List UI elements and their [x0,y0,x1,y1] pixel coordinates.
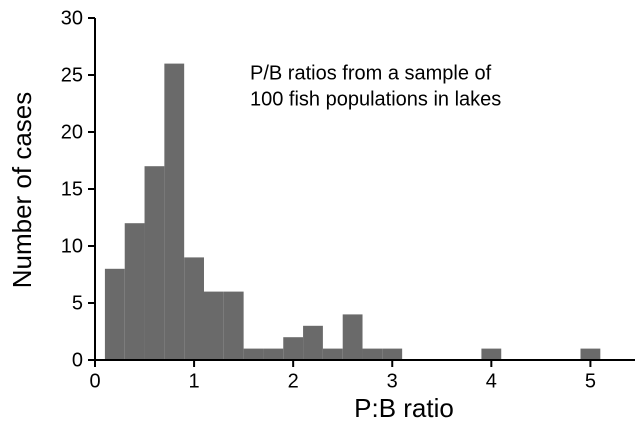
bar [223,291,244,360]
bar [362,348,383,360]
bar [144,166,165,360]
y-tick-label: 20 [61,121,83,143]
bar [322,348,343,360]
y-tick-label: 0 [72,349,83,371]
annotation: 100 fish populations in lakes [250,88,501,110]
y-tick-label: 10 [61,235,83,257]
bar [104,268,125,360]
bar [481,348,502,360]
x-tick-label: 5 [585,370,596,392]
y-tick-label: 30 [61,7,83,29]
y-tick-label: 25 [61,64,83,86]
x-tick-label: 2 [288,370,299,392]
y-axis-label: Number of cases [7,92,37,289]
x-axis-label: P:B ratio [354,393,454,423]
bar [382,348,403,360]
x-tick-label: 1 [189,370,200,392]
x-tick-label: 4 [486,370,497,392]
bar [283,337,304,360]
bar [342,314,363,360]
bar [580,348,601,360]
y-tick-label: 5 [72,292,83,314]
bar [184,257,204,360]
bar [263,348,284,360]
bar [124,223,145,360]
annotation: P/B ratios from a sample of [250,62,492,84]
x-tick-label: 0 [89,370,100,392]
x-tick-label: 3 [387,370,398,392]
bar [303,325,323,360]
y-tick-label: 15 [61,178,83,200]
bar [203,291,224,360]
bar [243,348,264,360]
bar [164,63,185,360]
